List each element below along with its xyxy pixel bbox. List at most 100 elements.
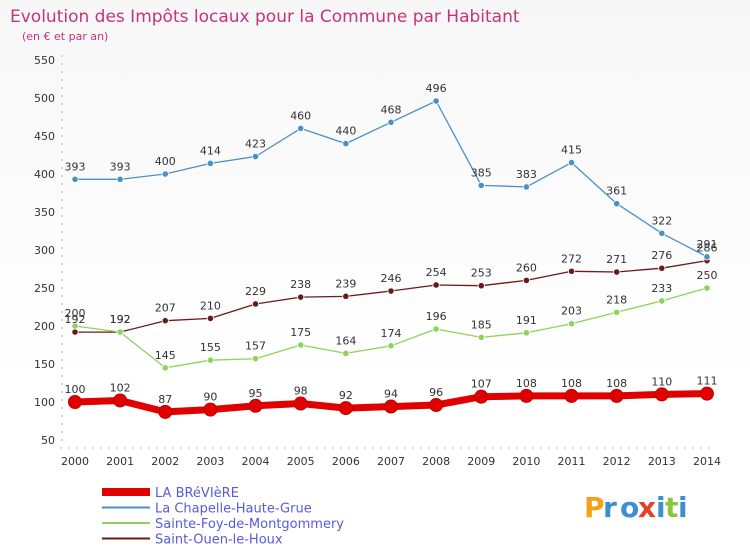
data-label: 385 <box>471 166 492 179</box>
data-point <box>206 314 215 322</box>
data-point <box>658 297 666 305</box>
data-label: 239 <box>335 277 356 290</box>
data-label: 246 <box>380 272 401 285</box>
y-tick-label: 400 <box>34 168 55 181</box>
x-tick-label: 2013 <box>648 455 676 468</box>
data-label: 260 <box>516 261 537 274</box>
y-tick-label: 250 <box>34 282 55 295</box>
data-label: 94 <box>384 388 398 401</box>
data-label: 98 <box>294 385 308 398</box>
legend-label: Sainte-Foy-de-Montgommery <box>155 517 344 532</box>
data-label: 87 <box>158 393 172 406</box>
data-label: 286 <box>696 242 717 255</box>
x-tick-label: 2008 <box>422 455 450 468</box>
data-point <box>658 229 666 237</box>
data-point <box>68 395 82 409</box>
data-label: 174 <box>380 327 401 340</box>
logo-letter-i: i <box>656 491 666 524</box>
data-point <box>522 329 531 337</box>
x-tick-label: 2011 <box>558 455 586 468</box>
data-label: 108 <box>606 377 627 390</box>
data-point <box>432 281 440 289</box>
data-label: 272 <box>561 252 582 265</box>
x-tick-label: 2003 <box>196 455 224 468</box>
x-tick-label: 2000 <box>61 455 89 468</box>
data-point <box>248 398 263 413</box>
data-point <box>703 284 711 292</box>
data-point <box>116 328 124 336</box>
data-label: 185 <box>471 318 492 331</box>
data-label: 233 <box>651 282 672 295</box>
x-tick-label: 2005 <box>287 455 315 468</box>
data-point <box>567 159 576 167</box>
data-point <box>654 387 669 402</box>
data-point <box>251 152 260 161</box>
data-point <box>699 386 714 401</box>
data-label: 164 <box>335 334 356 347</box>
data-label: 192 <box>110 313 131 326</box>
data-point <box>158 404 173 419</box>
logo-letter-i2: i <box>678 491 688 524</box>
data-label: 192 <box>65 313 86 326</box>
logo-letter-x: x <box>638 491 656 524</box>
data-label: 191 <box>516 314 537 327</box>
data-label: 107 <box>471 378 492 391</box>
logo-letter-t: t <box>665 491 678 524</box>
data-label: 468 <box>380 103 401 116</box>
legend-label: La Chapelle-Haute-Grue <box>155 502 312 517</box>
data-point <box>203 402 218 417</box>
data-label: 250 <box>696 269 717 282</box>
y-tick-label: 50 <box>41 434 55 447</box>
data-point <box>342 140 350 148</box>
data-label: 218 <box>606 293 627 306</box>
data-point <box>474 389 489 404</box>
x-tick-label: 2001 <box>106 455 134 468</box>
data-point <box>297 293 305 301</box>
data-label: 145 <box>155 349 176 362</box>
data-point <box>297 124 305 132</box>
x-tick-label: 2009 <box>467 455 495 468</box>
data-point <box>71 175 79 183</box>
data-label: 322 <box>651 214 672 227</box>
data-point <box>342 349 350 357</box>
data-point <box>519 388 534 403</box>
x-tick-label: 2010 <box>512 455 540 468</box>
y-tick-label: 100 <box>34 396 55 409</box>
data-point <box>293 396 308 411</box>
y-tick-label: 350 <box>34 206 55 219</box>
y-tick-label: 550 <box>34 54 55 67</box>
data-label: 175 <box>290 326 311 339</box>
x-tick-label: 2004 <box>242 455 270 468</box>
y-tick-label: 200 <box>34 320 55 333</box>
data-label: 393 <box>110 160 131 173</box>
data-label: 192 <box>110 313 131 326</box>
data-label: 253 <box>471 267 492 280</box>
data-point <box>477 282 485 290</box>
data-label: 108 <box>516 377 537 390</box>
data-point <box>609 388 624 403</box>
data-point <box>342 292 350 300</box>
data-point <box>613 268 621 276</box>
data-label: 361 <box>606 185 627 198</box>
data-point <box>113 393 128 408</box>
data-point <box>567 320 576 328</box>
data-point <box>71 322 79 330</box>
data-point <box>703 253 711 261</box>
data-label: 108 <box>561 377 582 390</box>
data-point <box>206 356 215 364</box>
data-label: 254 <box>426 266 447 279</box>
data-label: 203 <box>561 305 582 318</box>
data-point <box>116 175 124 183</box>
legend-label: LA BRéVIèRE <box>155 486 239 501</box>
data-point <box>613 200 621 208</box>
legend-label: Saint-Ouen-le-Houx <box>155 533 283 548</box>
data-labels: 192 192 207 210 229 238 239 246 254 253 260 272 271 2… <box>65 82 718 406</box>
data-point <box>522 276 531 284</box>
data-point <box>477 333 485 341</box>
data-point <box>161 317 169 325</box>
x-tick-label: 2002 <box>151 455 179 468</box>
data-point <box>387 287 395 295</box>
data-point <box>387 342 395 350</box>
